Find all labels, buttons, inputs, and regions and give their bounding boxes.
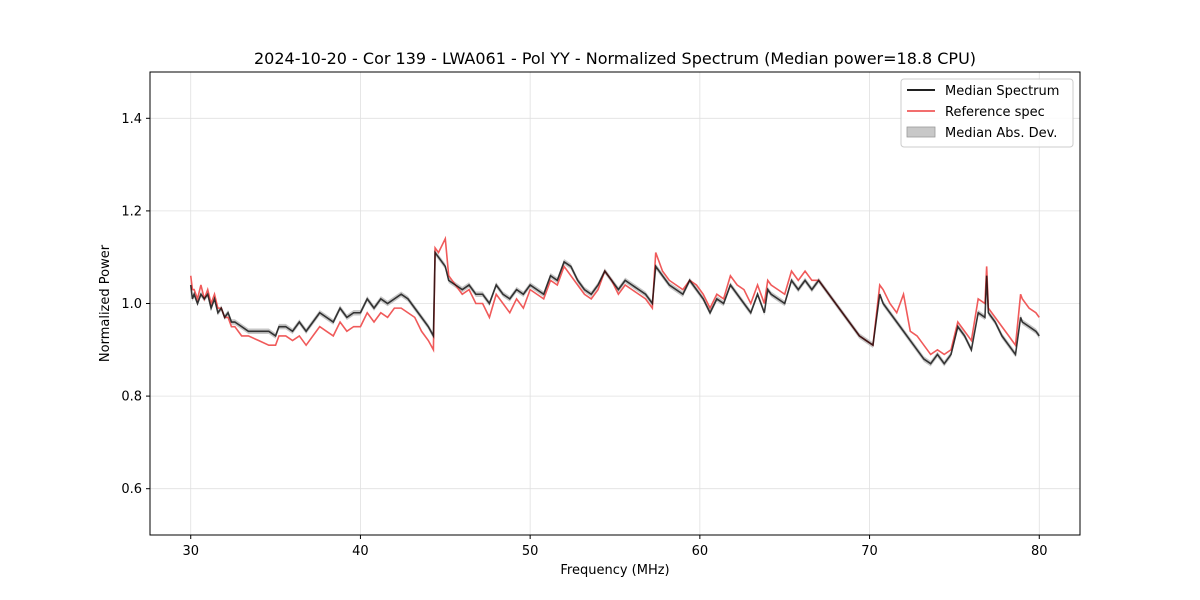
x-tick-label: 60 [692, 544, 709, 559]
legend: Median Spectrum Reference spec Median Ab… [900, 78, 1074, 148]
y-tick-label: 0.6 [121, 482, 142, 497]
median-spectrum-line [189, 250, 1040, 366]
x-tick-label: 40 [352, 544, 369, 559]
y-tick-label: 1.4 [121, 112, 142, 127]
x-tick-label: 80 [1031, 544, 1048, 559]
x-tick-label: 50 [522, 544, 539, 559]
y-tick-label: 1.0 [121, 297, 142, 312]
y-axis-label: Normalized Power [98, 244, 113, 362]
chart-title: 2024-10-20 - Cor 139 - LWA061 - Pol YY -… [254, 49, 976, 68]
legend-reference-label: Reference spec [945, 105, 1045, 120]
x-axis-label: Frequency (MHz) [560, 563, 669, 578]
legend-box [900, 78, 1074, 148]
plot-area [189, 235, 1040, 367]
x-axis-ticks: 30 40 50 60 70 80 [182, 535, 1048, 559]
y-tick-label: 0.8 [121, 390, 142, 405]
y-tick-label: 1.2 [121, 204, 142, 219]
y-axis-ticks: 0.6 0.8 1.0 1.2 1.4 [121, 112, 150, 497]
legend-median-label: Median Spectrum [945, 84, 1059, 99]
x-tick-label: 30 [182, 544, 199, 559]
x-tick-label: 70 [861, 544, 878, 559]
legend-mad-label: Median Abs. Dev. [945, 126, 1057, 141]
reference-spectrum-line [189, 235, 1040, 356]
legend-mad-swatch [906, 126, 936, 138]
